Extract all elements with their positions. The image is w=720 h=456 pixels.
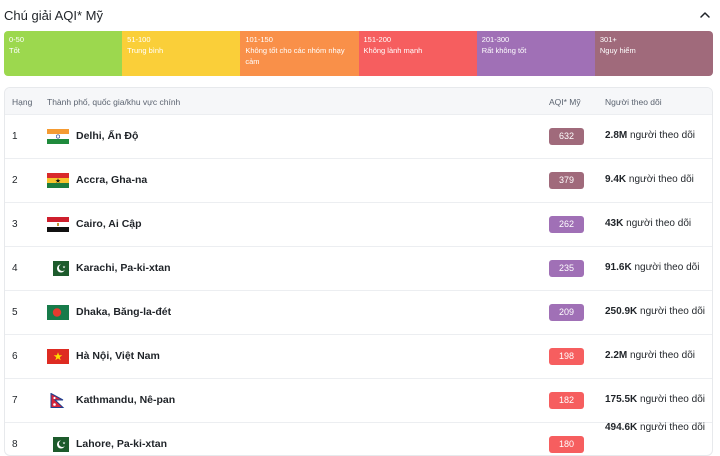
city-link[interactable]: Delhi, Ấn Độ xyxy=(76,130,139,142)
followers-suffix: người theo dõi xyxy=(630,350,695,361)
pakistan-flag-icon xyxy=(47,261,69,276)
followers-suffix: người theo dõi xyxy=(640,422,705,433)
row-rank: 2 xyxy=(12,175,18,186)
legend-label: Không tốt cho các nhóm nhạy cảm xyxy=(245,45,345,66)
table-row[interactable]: 7 Kathmandu, Nê-pan 182 175.5K người the… xyxy=(5,378,712,422)
aqi-badge: 235 xyxy=(549,260,584,277)
table-row[interactable]: 3 Cairo, Ai Cập 262 43K người theo dõi xyxy=(5,202,712,246)
table-row[interactable]: 8 Lahore, Pa-ki-xtan 180 494.6K người th… xyxy=(5,422,712,455)
legend-range: 0-50 xyxy=(9,35,25,44)
city-link[interactable]: Kathmandu, Nê-pan xyxy=(76,394,176,406)
city-link[interactable]: Karachi, Pa-ki-xtan xyxy=(76,262,171,274)
followers-suffix: người theo dõi xyxy=(640,394,705,405)
city-ranking-table: Hạng Thành phố, quốc gia/khu vực chính A… xyxy=(4,87,713,456)
legend-label: Trung bình xyxy=(127,45,164,55)
city-link[interactable]: Lahore, Pa-ki-xtan xyxy=(76,438,168,450)
legend-segment-hazardous: 301+ Nguy hiểm xyxy=(594,31,713,76)
city-link[interactable]: Accra, Gha-na xyxy=(76,174,148,186)
table-row[interactable]: 4 Karachi, Pa-ki-xtan 235 91.6K người th… xyxy=(5,246,712,290)
header-followers: Người theo dõi xyxy=(605,97,662,107)
legend-range: 101-150 xyxy=(245,35,273,44)
legend-range: 51-100 xyxy=(127,35,151,44)
row-rank: 5 xyxy=(12,307,18,318)
bangladesh-flag-icon xyxy=(47,305,69,320)
table-row[interactable]: 2 Accra, Gha-na 379 9.4K người theo dõi xyxy=(5,158,712,202)
aqi-badge: 198 xyxy=(549,348,584,365)
legend-range: 151-200 xyxy=(363,35,392,44)
legend-header: Chú giải AQI* Mỹ xyxy=(0,0,720,30)
followers-number: 2.8M xyxy=(605,130,628,141)
table-row[interactable]: 5 Dhaka, Băng-la-đét 209 250.9K người th… xyxy=(5,290,712,334)
header-city: Thành phố, quốc gia/khu vực chính xyxy=(47,97,181,107)
followers-count: 2.8M người theo dõi xyxy=(605,130,709,142)
india-flag-icon xyxy=(47,129,69,144)
egypt-flag-icon xyxy=(47,217,69,232)
aqi-legend-bar: 0-50 Tốt 51-100 Trung bình 101-150 Không… xyxy=(4,31,713,76)
city-link[interactable]: Dhaka, Băng-la-đét xyxy=(76,306,172,318)
followers-count: 9.4K người theo dõi xyxy=(605,174,709,186)
followers-suffix: người theo dõi xyxy=(630,130,695,141)
followers-suffix: người theo dõi xyxy=(640,306,705,317)
legend-label: Tốt xyxy=(9,45,20,55)
city-link[interactable]: Cairo, Ai Cập xyxy=(76,218,142,230)
followers-number: 250.9K xyxy=(605,306,638,317)
followers-suffix: người theo dõi xyxy=(634,262,700,273)
followers-suffix: người theo dõi xyxy=(626,218,692,229)
table-row[interactable]: 1 Delhi, Ấn Độ 632 2.8M người theo dõi xyxy=(5,114,712,158)
aqi-badge: 180 xyxy=(549,436,584,453)
followers-number: 175.5K xyxy=(605,394,638,405)
city-link[interactable]: Hà Nội, Việt Nam xyxy=(76,350,160,362)
nepal-flag-icon xyxy=(50,393,65,408)
followers-number: 494.6K xyxy=(605,422,638,433)
followers-number: 9.4K xyxy=(605,174,627,185)
legend-range: 301+ xyxy=(599,35,617,44)
row-rank: 4 xyxy=(12,263,18,274)
legend-segment-sensitive: 101-150 Không tốt cho các nhóm nhạy cảm xyxy=(240,31,359,76)
legend-segment-good: 0-50 Tốt xyxy=(4,31,123,76)
legend-range: 201-300 xyxy=(481,35,510,44)
followers-number: 2.2M xyxy=(605,350,628,361)
followers-count: 91.6K người theo dõi xyxy=(605,262,709,274)
legend-title: Chú giải AQI* Mỹ xyxy=(4,8,103,23)
legend-segment-very-unhealthy: 201-300 Rất không tốt xyxy=(476,31,595,76)
legend-segment-moderate: 51-100 Trung bình xyxy=(122,31,241,76)
legend-segment-unhealthy: 151-200 Không lành mạnh xyxy=(358,31,477,76)
header-rank: Hạng xyxy=(12,97,33,107)
ghana-flag-icon xyxy=(47,173,69,188)
row-rank: 1 xyxy=(12,131,18,142)
followers-number: 91.6K xyxy=(605,262,632,273)
followers-suffix: người theo dõi xyxy=(628,174,694,185)
followers-count: 2.2M người theo dõi xyxy=(605,350,709,362)
row-rank: 8 xyxy=(12,439,18,450)
aqi-badge: 632 xyxy=(549,128,584,145)
row-rank: 7 xyxy=(12,395,18,406)
legend-label: Không lành mạnh xyxy=(363,45,423,55)
legend-label: Rất không tốt xyxy=(481,45,527,55)
row-rank: 6 xyxy=(12,351,18,362)
table-header: Hạng Thành phố, quốc gia/khu vực chính A… xyxy=(5,88,712,114)
followers-count: 43K người theo dõi xyxy=(605,218,709,230)
header-aqi: AQI* Mỹ xyxy=(549,97,581,107)
aqi-badge: 379 xyxy=(549,172,584,189)
vietnam-flag-icon xyxy=(47,349,69,364)
aqi-badge: 182 xyxy=(549,392,584,409)
table-row[interactable]: 6 Hà Nội, Việt Nam 198 2.2M người theo d… xyxy=(5,334,712,378)
pakistan-flag-icon xyxy=(47,437,69,452)
followers-number: 43K xyxy=(605,218,624,229)
chevron-up-icon[interactable] xyxy=(696,6,714,24)
aqi-badge: 209 xyxy=(549,304,584,321)
followers-count: 175.5K người theo dõi xyxy=(605,394,709,406)
legend-label: Nguy hiểm xyxy=(599,45,636,55)
followers-count: 494.6K người theo dõi xyxy=(605,422,709,434)
followers-count: 250.9K người theo dõi xyxy=(605,306,709,318)
row-rank: 3 xyxy=(12,219,18,230)
aqi-badge: 262 xyxy=(549,216,584,233)
